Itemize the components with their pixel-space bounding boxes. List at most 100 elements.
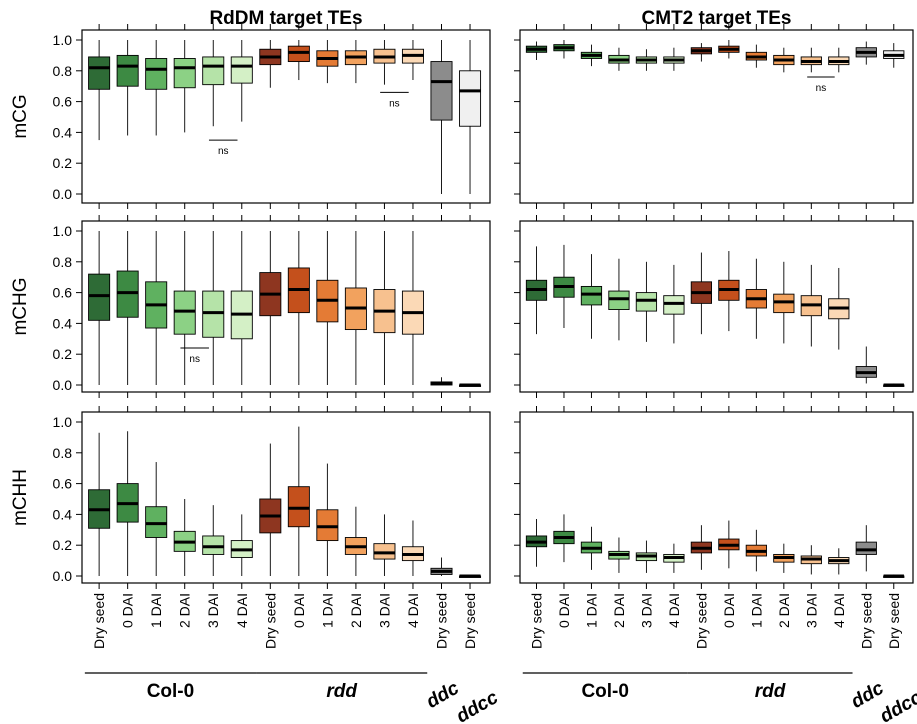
- panel-frame: [81, 411, 491, 584]
- box-mark: [202, 231, 225, 385]
- box-mark: [580, 254, 603, 339]
- chart-panel: Dry seed 0 DAI 1 DAI 2 DAI 3 DAI 4 DAI Dry see…: [514, 406, 917, 724]
- box-iqr: [663, 295, 685, 315]
- box-mark: [202, 40, 225, 127]
- x-category-label: Dry seed: [693, 593, 709, 649]
- box-mark: [88, 432, 111, 576]
- x-category-label: Dry seed: [858, 593, 874, 649]
- box-iqr: [202, 56, 225, 86]
- ns-label: ns: [816, 83, 827, 94]
- x-category-label: 4 DAI: [234, 593, 250, 628]
- box-mark: [580, 44, 603, 67]
- x-category-label: 3 DAI: [803, 593, 819, 628]
- box-iqr: [202, 535, 225, 555]
- ns-label: ns: [189, 354, 200, 365]
- y-tick-label: 0.6: [53, 285, 73, 301]
- box-iqr: [173, 290, 196, 335]
- box-mark: [718, 251, 740, 332]
- box-mark: [745, 529, 767, 572]
- box-mark: [800, 264, 822, 347]
- x-category-label: 1 DAI: [583, 593, 599, 628]
- box-mark: [373, 231, 396, 385]
- box-mark: [430, 40, 453, 194]
- box-mark: [116, 40, 139, 136]
- box-mark: [145, 462, 168, 576]
- box-mark: [608, 537, 630, 573]
- box-mark: [580, 526, 603, 570]
- box-mark: [553, 40, 575, 59]
- ns-label: ns: [218, 146, 229, 157]
- x-category-label: 3 DAI: [205, 593, 221, 628]
- box-mark: [690, 43, 713, 62]
- box-iqr: [773, 293, 795, 314]
- x-category-label: 2 DAI: [177, 593, 193, 628]
- x-category-label: 0 DAI: [721, 593, 737, 628]
- x-category-label: 4 DAI: [405, 593, 421, 628]
- box-iqr: [287, 486, 310, 528]
- y-tick-label: 0.8: [53, 254, 73, 270]
- box-mark: [459, 383, 482, 387]
- x-category-label: 1 DAI: [748, 593, 764, 628]
- box-mark: [855, 525, 877, 572]
- panel-frame: [519, 220, 914, 393]
- column-title: RdDM target TEs: [209, 8, 362, 29]
- box-iqr: [580, 285, 603, 306]
- x-category-label: 0 DAI: [291, 593, 307, 628]
- box-iqr: [608, 290, 630, 310]
- y-tick-label: 1.0: [53, 223, 73, 239]
- y-tick-label: 0.2: [53, 155, 73, 171]
- group-label: Col-0: [147, 681, 195, 702]
- box-mark: [663, 47, 685, 71]
- x-category-label: 1 DAI: [319, 593, 335, 628]
- x-category-label: Dry seed: [528, 593, 544, 649]
- y-tick-label: 0.6: [53, 94, 73, 110]
- box-mark: [828, 47, 850, 73]
- x-category-label: 0 DAI: [556, 593, 572, 628]
- y-tick-label: 1.0: [53, 414, 73, 430]
- box-mark: [430, 377, 453, 386]
- box-mark: [663, 543, 685, 573]
- box-iqr: [373, 543, 396, 560]
- chart-panel: [514, 215, 914, 398]
- y-tick-label: 0.4: [53, 315, 73, 331]
- y-tick-label: 0.0: [53, 186, 73, 202]
- box-mark: [88, 231, 111, 385]
- chart-panel: 0.0 0.2 0.4 0.6 0.8 1.0 mCHH Dry seed 0 DAI 1 DAI…: [10, 406, 502, 724]
- panel-frame: [519, 411, 914, 584]
- box-mark: [855, 346, 877, 384]
- x-category-label: 4 DAI: [831, 593, 847, 628]
- box-mark: [635, 49, 658, 71]
- box-mark: [773, 47, 795, 73]
- box-mark: [173, 499, 196, 576]
- x-category-label: 4 DAI: [666, 593, 682, 628]
- box-iqr: [88, 273, 111, 321]
- chart-panel: 0.0 0.2 0.4 0.6 0.8 1.0 mCG ns ns: [10, 24, 491, 209]
- y-axis-label: mCHG: [10, 277, 31, 335]
- box-mark: [663, 264, 685, 344]
- y-tick-label: 0.4: [53, 124, 73, 140]
- box-mark: [718, 520, 740, 569]
- x-category-label: Dry seed: [433, 593, 449, 649]
- ns-label: ns: [389, 98, 400, 109]
- chart-panel: 0.0 0.2 0.4 0.6 0.8 1.0 mCHG ns: [10, 215, 491, 398]
- group-label: rdd: [326, 681, 357, 702]
- box-iqr: [116, 270, 139, 318]
- box-mark: [230, 514, 253, 576]
- box-mark: [690, 252, 713, 335]
- box-mark: [608, 258, 630, 341]
- box-mark: [373, 514, 396, 576]
- box-iqr: [88, 56, 111, 90]
- box-mark: [373, 40, 396, 85]
- box-mark: [459, 40, 482, 194]
- box-mark: [553, 244, 575, 329]
- box-mark: [344, 506, 367, 576]
- y-tick-label: 0.8: [53, 445, 73, 461]
- y-tick-label: 1.0: [53, 32, 73, 48]
- box-mark: [287, 426, 310, 576]
- box-mark: [525, 41, 548, 61]
- box-iqr: [116, 54, 139, 87]
- box-mark: [745, 44, 767, 68]
- box-mark: [635, 261, 658, 342]
- y-tick-label: 0.0: [53, 568, 73, 584]
